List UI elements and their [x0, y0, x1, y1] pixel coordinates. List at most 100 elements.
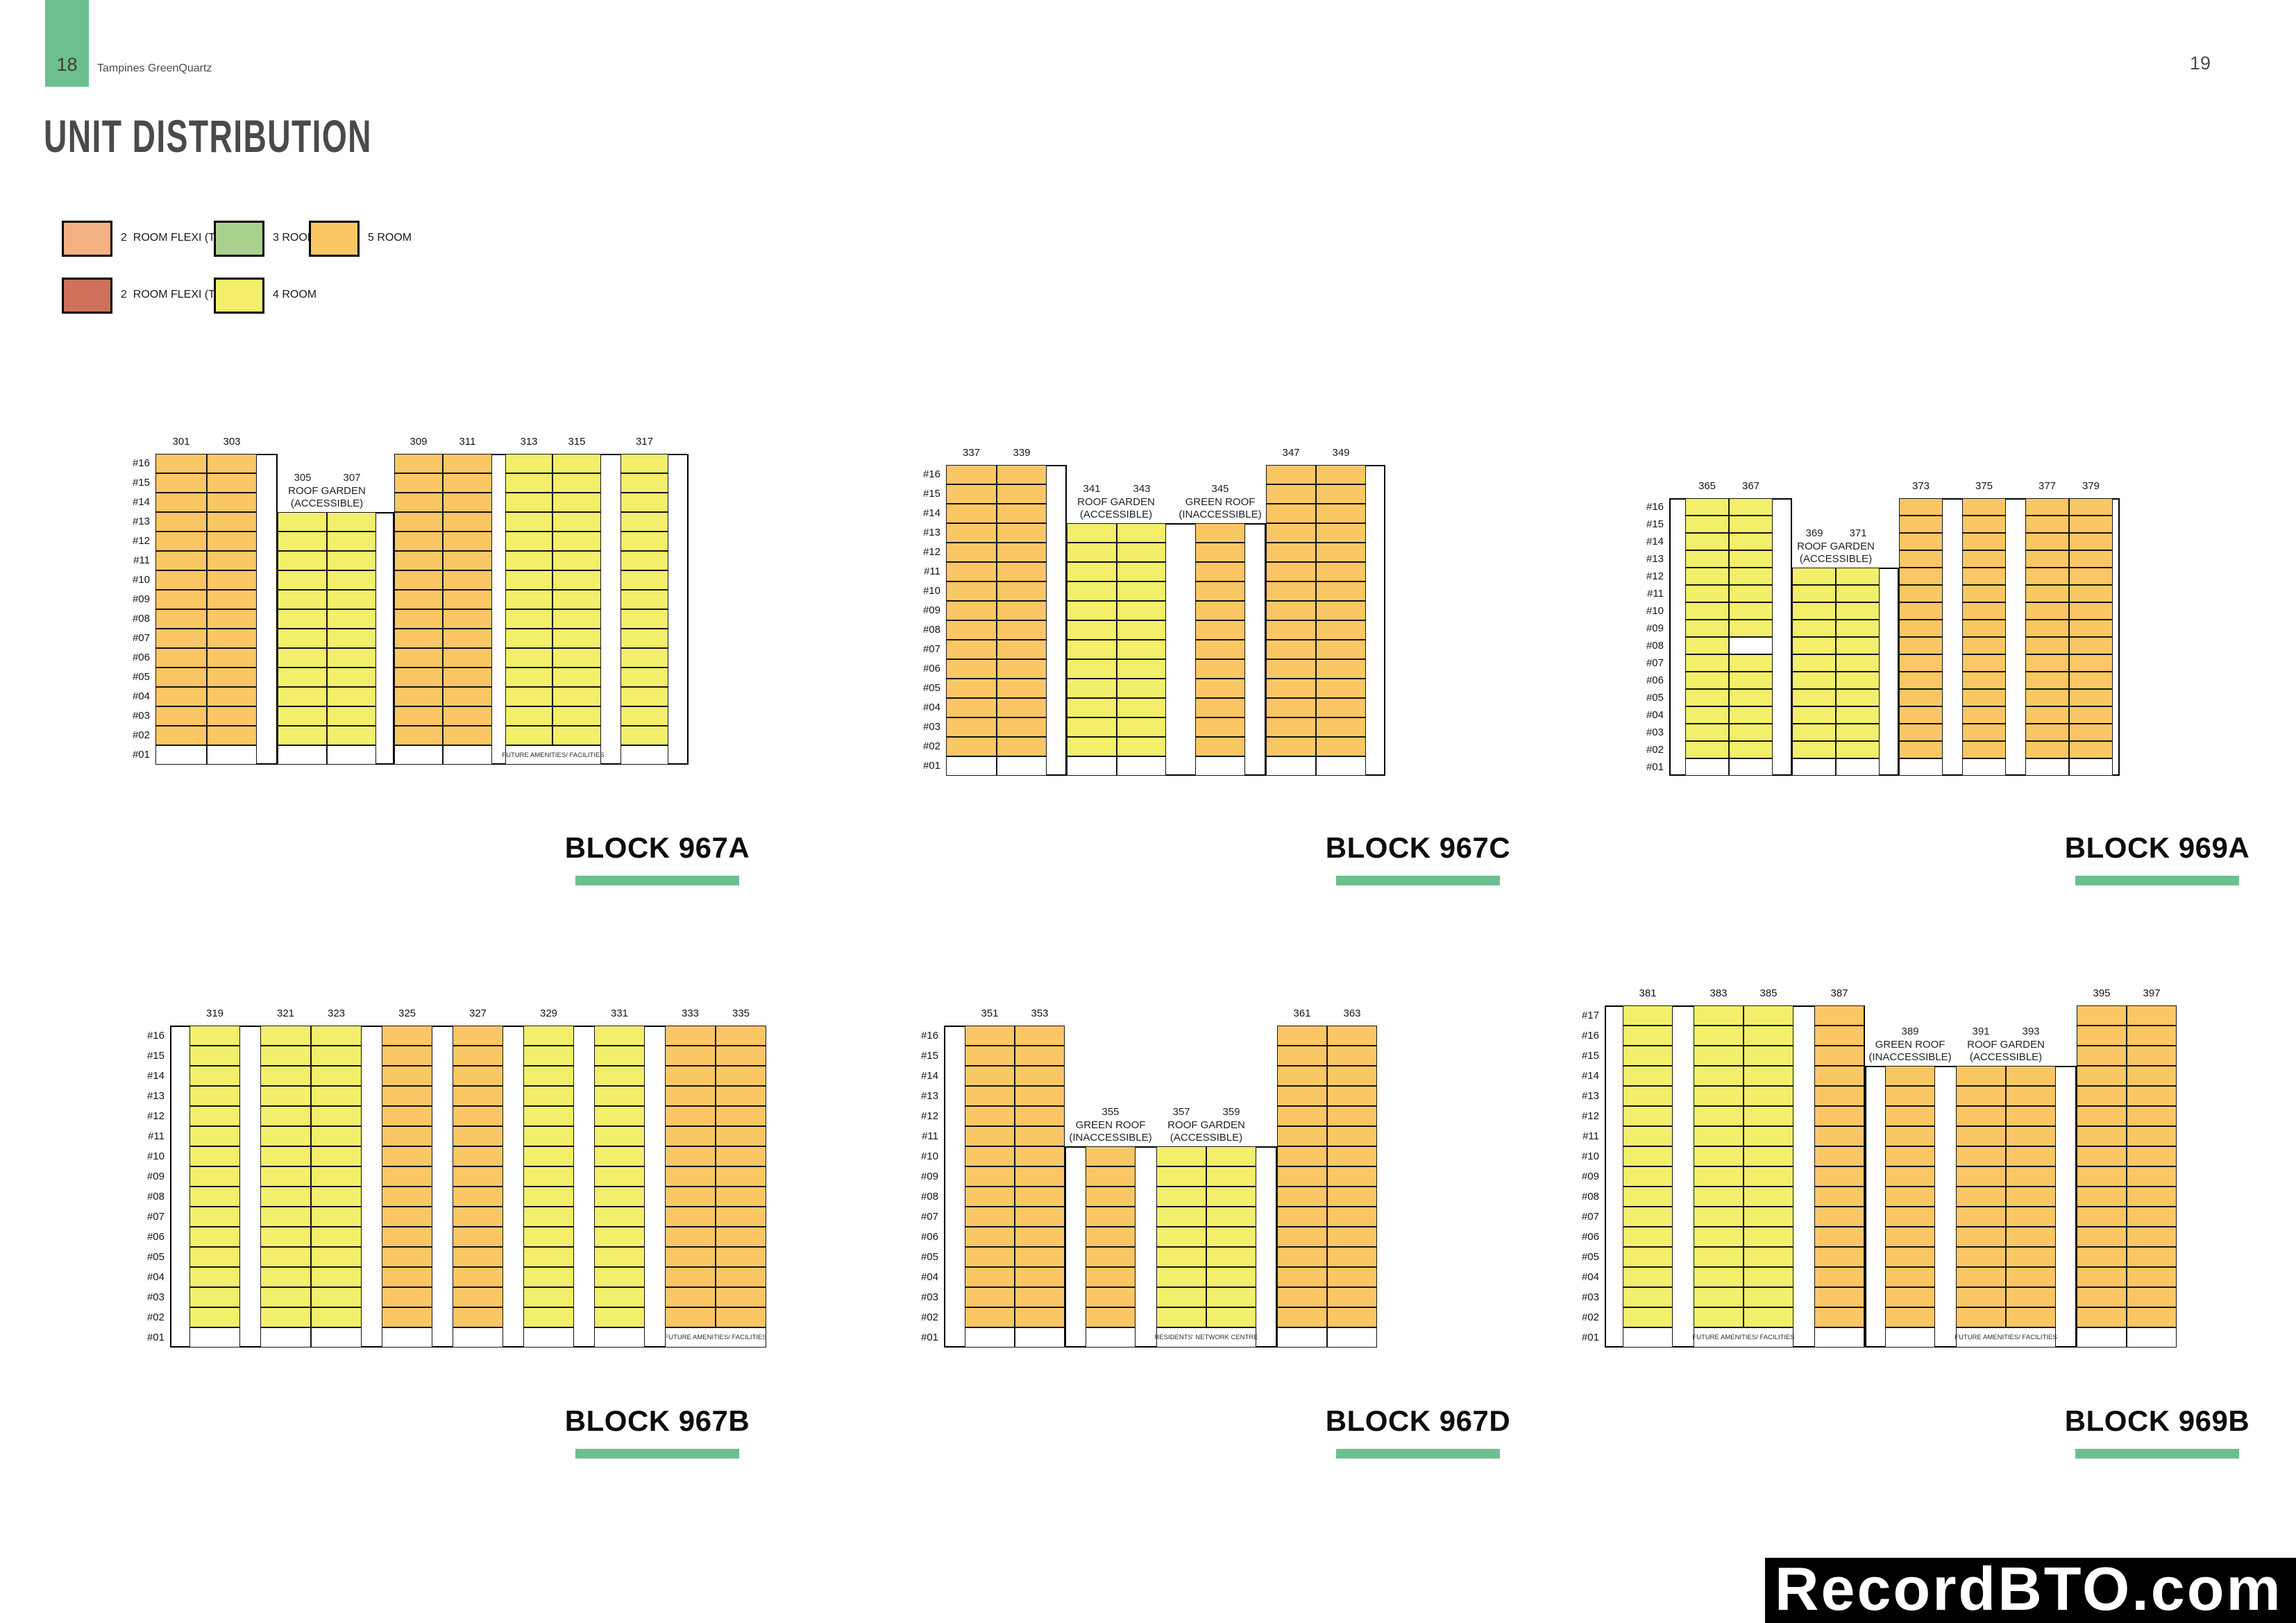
- unit-cell: [443, 668, 492, 687]
- unit-cell: [997, 484, 1047, 504]
- unit-cell: [1956, 1267, 2006, 1287]
- unit-cell: [946, 484, 997, 504]
- unit-cell: [1266, 640, 1316, 659]
- unit-cell: [1327, 1227, 1377, 1247]
- unit-cell: [552, 609, 601, 629]
- unit-cell: [1327, 1267, 1377, 1287]
- unit-cell: [1836, 637, 1880, 654]
- floor-label: #13: [1646, 553, 1664, 565]
- unit-cell: [2069, 741, 2113, 758]
- unit-cell: [1899, 689, 1943, 706]
- unit-cell: [453, 1126, 503, 1146]
- unit-cell: [207, 668, 257, 687]
- unit-cell: [1067, 620, 1117, 640]
- unit-cell: [946, 562, 997, 581]
- unit-cell: [594, 1086, 645, 1106]
- unit-cell: [1729, 516, 1773, 533]
- unit-cell: [382, 1106, 432, 1126]
- unit-cell: [382, 1267, 432, 1287]
- unit-cell: [1694, 1187, 1744, 1207]
- unit-cell: [327, 609, 376, 629]
- block-title-underline: [1336, 1449, 1500, 1459]
- unit-cell: [1899, 620, 1943, 637]
- unit-cell: [382, 1026, 432, 1046]
- unit-cell: [1086, 1247, 1136, 1267]
- unit-cell: [1694, 1086, 1744, 1106]
- unit-cell: [311, 1046, 362, 1066]
- floor-label: #04: [1646, 709, 1664, 721]
- unit-cell: [1015, 1026, 1065, 1046]
- unit-cell: [1623, 1287, 1673, 1307]
- unit-cell: [2069, 498, 2113, 516]
- legend-swatch-4-room: [214, 278, 264, 314]
- unit-cell: [1277, 1026, 1327, 1046]
- unit-cell: [453, 1267, 503, 1287]
- unit-cell: [997, 581, 1047, 601]
- floor-label: #14: [132, 496, 150, 508]
- unit-cell: [1814, 1005, 1864, 1026]
- unit-cell: [1836, 706, 1880, 724]
- unit-cell: [505, 590, 552, 609]
- unit-cell: [552, 551, 601, 570]
- floor-label: #11: [133, 554, 150, 566]
- floor-label: #03: [1646, 726, 1664, 738]
- stack-number-label: 303: [223, 436, 241, 448]
- unit-cell: [1266, 717, 1316, 737]
- unit-cell: [1744, 1126, 1793, 1146]
- stack-number-label: 373: [1911, 480, 1930, 492]
- unit-cell: [1623, 1227, 1673, 1247]
- unit-cell: [207, 706, 257, 726]
- unit-cell: [2025, 654, 2069, 672]
- unit-cell: [997, 543, 1047, 562]
- void-deck-cell: [2127, 1327, 2177, 1348]
- unit-cell: [189, 1227, 240, 1247]
- unit-cell: [1792, 585, 1836, 602]
- unit-cell: [1899, 672, 1943, 689]
- unit-cell: [1694, 1046, 1744, 1066]
- floor-label: #05: [1646, 692, 1664, 704]
- unit-cell: [1195, 562, 1245, 581]
- stack-number-label: 349: [1332, 447, 1350, 459]
- void-deck-cell: [594, 1327, 645, 1348]
- unit-cell: [453, 1106, 503, 1126]
- legend-swatch-2-room-flexi-type-2-: [62, 278, 112, 314]
- floor-label: #10: [1581, 1150, 1599, 1162]
- unit-cell: [443, 532, 492, 551]
- unit-cell: [260, 1247, 311, 1267]
- unit-cell: [1195, 737, 1245, 756]
- unit-cell: [394, 493, 443, 512]
- unit-cell: [2006, 1066, 2056, 1086]
- unit-cell: [1729, 724, 1773, 741]
- unit-cell: [1156, 1267, 1206, 1287]
- unit-cell: [1086, 1187, 1136, 1207]
- unit-cell: [1015, 1046, 1065, 1066]
- void-deck-cell: [1277, 1327, 1327, 1348]
- unit-cell: [207, 532, 257, 551]
- unit-cell: [1744, 1066, 1793, 1086]
- unit-cell: [2077, 1026, 2127, 1046]
- void-deck-cell: [965, 1327, 1015, 1348]
- unit-cell: [505, 609, 552, 629]
- unit-cell: [1266, 698, 1316, 717]
- unit-cell: [1623, 1187, 1673, 1207]
- floor-label: #03: [146, 1291, 164, 1303]
- unit-cell: [453, 1026, 503, 1046]
- unit-cell: [278, 706, 327, 726]
- unit-cell: [594, 1187, 645, 1207]
- unit-cell: [2127, 1106, 2177, 1126]
- unit-cell: [2025, 533, 2069, 550]
- unit-cell: [1277, 1247, 1327, 1267]
- unit-cell: [1623, 1106, 1673, 1126]
- void-deck-cell: [155, 745, 207, 765]
- unit-cell: [621, 532, 668, 551]
- unit-cell: [453, 1247, 503, 1267]
- roof-type-label: ROOF GARDEN: [1797, 541, 1875, 552]
- unit-cell: [1195, 601, 1245, 620]
- unit-cell: [443, 473, 492, 493]
- unit-cell: [594, 1307, 645, 1327]
- floor-label: #15: [920, 1050, 938, 1062]
- unit-cell: [155, 648, 207, 668]
- unit-cell: [1814, 1307, 1864, 1327]
- unit-cell: [311, 1126, 362, 1146]
- floor-label: #16: [920, 1030, 938, 1042]
